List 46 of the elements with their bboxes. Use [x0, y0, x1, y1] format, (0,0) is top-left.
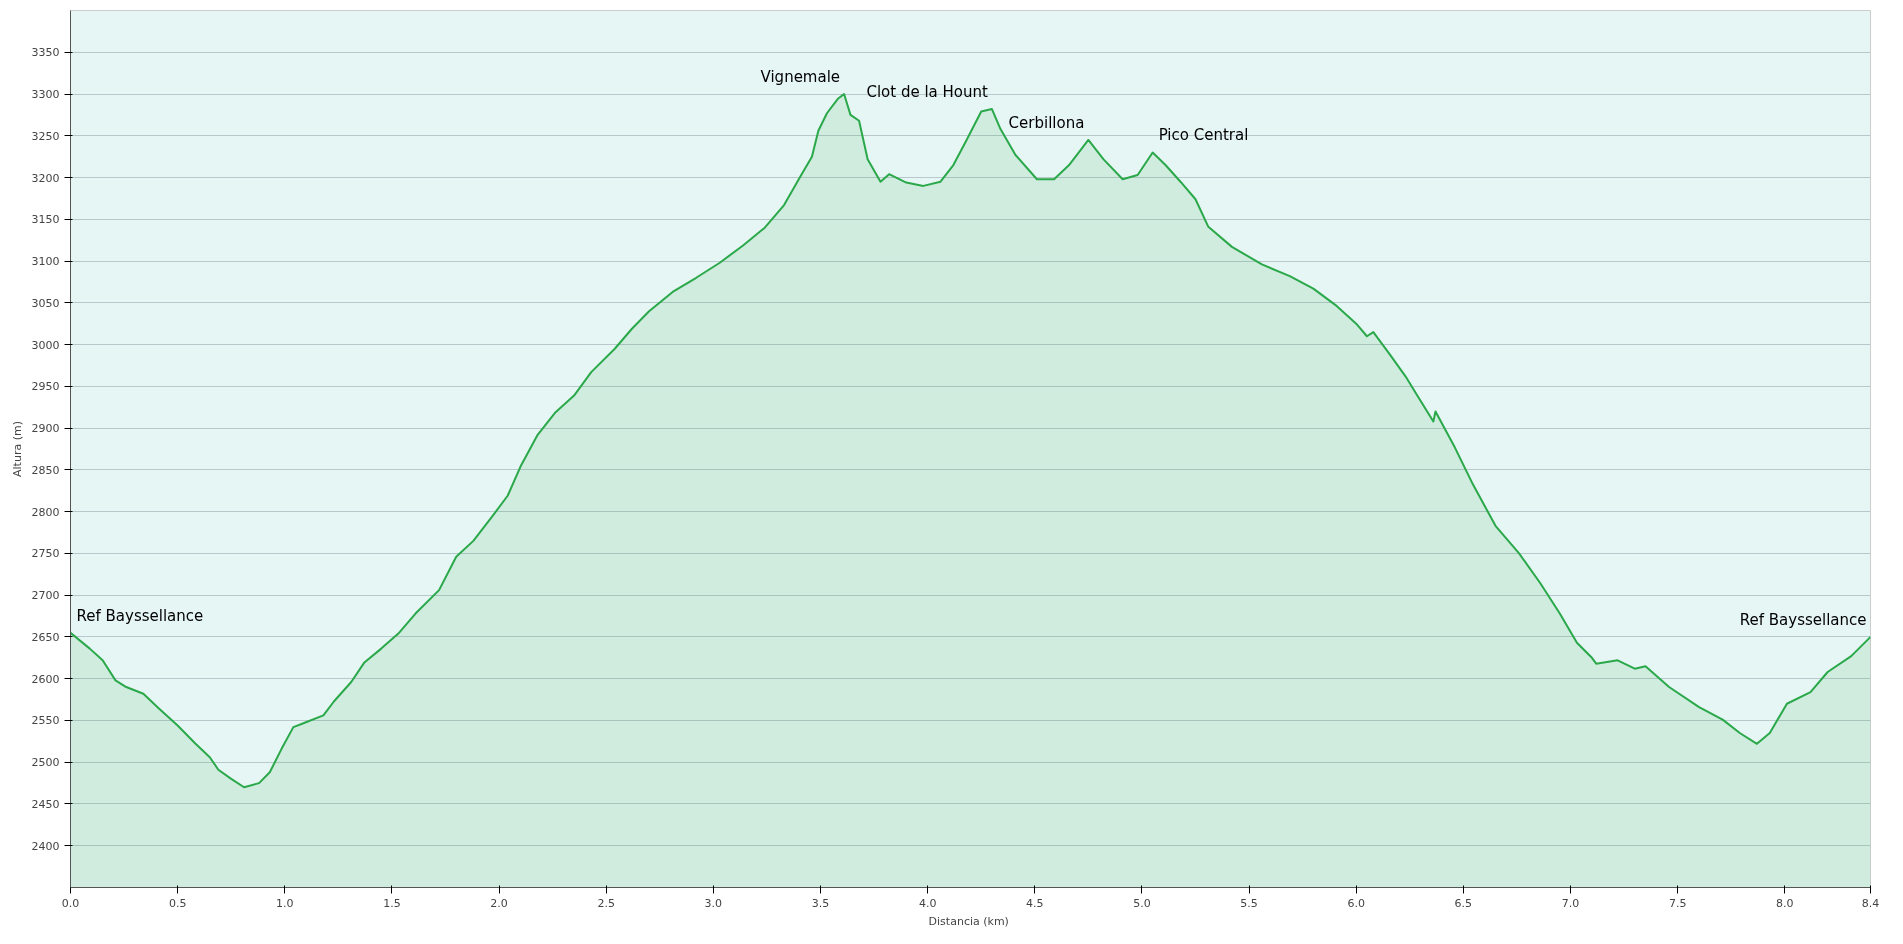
- y-tick-label: 2600: [31, 672, 60, 686]
- y-tick-label: 2850: [31, 463, 60, 477]
- x-tick-label: 2.0: [490, 896, 508, 910]
- x-tick-label: 8.4: [1861, 896, 1880, 910]
- y-tick-label: 3150: [31, 213, 60, 227]
- y-tick-label: 2900: [31, 422, 60, 436]
- annotation: Pico Central: [1158, 126, 1249, 145]
- y-tick-label: 2950: [31, 380, 60, 394]
- x-tick-label: 6.0: [1347, 896, 1365, 910]
- y-tick-label: 3100: [31, 255, 60, 269]
- x-tick-label: 5.0: [1133, 896, 1151, 910]
- y-tick-label: 3200: [31, 171, 60, 185]
- y-tick-label: 2500: [31, 756, 60, 770]
- y-axis-title: Altura (m): [10, 421, 24, 477]
- y-tick-label: 2550: [31, 714, 60, 728]
- x-tick-label: 6.5: [1454, 896, 1473, 910]
- x-tick-label: 8.0: [1776, 896, 1794, 910]
- y-tick-label: 2450: [31, 797, 60, 811]
- x-tick-label: 2.5: [597, 896, 615, 910]
- x-tick-label: 3.5: [811, 896, 830, 910]
- x-tick-label: 4.5: [1026, 896, 1044, 910]
- y-tick-label: 2750: [31, 547, 60, 561]
- annotation: Ref Bayssellance: [76, 606, 204, 625]
- y-tick-label: 2400: [31, 839, 60, 853]
- x-tick-label: 7.5: [1668, 896, 1687, 910]
- y-tick-label: 2650: [31, 630, 60, 644]
- x-tick-label: 4.0: [918, 896, 937, 910]
- y-tick-label: 3250: [31, 129, 60, 143]
- y-tick-label: 2800: [31, 505, 60, 519]
- x-tick-label: 0.0: [61, 896, 80, 910]
- x-tick-label: 7.0: [1561, 896, 1580, 910]
- y-tick-label: 3300: [31, 88, 60, 102]
- annotation: Cerbillona: [1008, 113, 1085, 132]
- x-tick-label: 3.0: [704, 896, 723, 910]
- x-axis-title: Distancia (km): [928, 914, 1009, 928]
- annotation: Clot de la Hount: [866, 83, 989, 102]
- annotation: Ref Bayssellance: [1739, 610, 1867, 629]
- x-tick-label: 0.5: [168, 896, 187, 910]
- x-tick-label: 1.0: [276, 896, 294, 910]
- annotation: Vignemale: [760, 68, 841, 87]
- x-tick-label: 5.5: [1240, 896, 1258, 910]
- y-tick-label: 3350: [31, 46, 60, 60]
- y-tick-label: 2700: [31, 589, 60, 603]
- x-tick-label: 1.5: [383, 896, 401, 910]
- y-tick-label: 3050: [31, 296, 60, 310]
- y-tick-label: 3000: [31, 338, 60, 352]
